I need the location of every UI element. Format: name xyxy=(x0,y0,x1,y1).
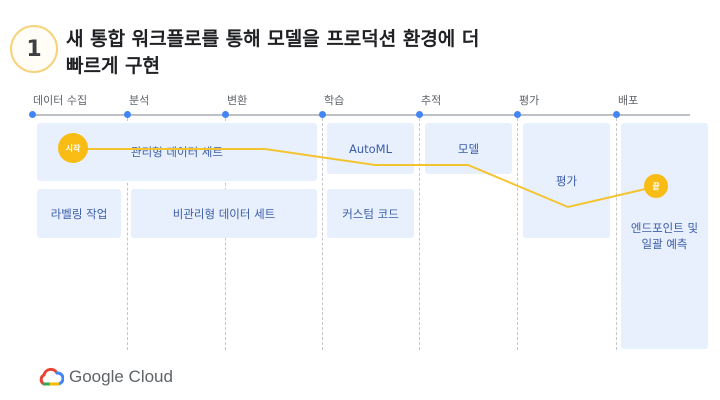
google-cloud-logo: Google Cloud xyxy=(38,364,173,390)
labeling-label: 라벨링 작업 xyxy=(50,206,108,221)
column-divider xyxy=(322,118,323,350)
column-divider xyxy=(517,118,518,350)
stage-label-evaluate: 평가 xyxy=(519,94,540,107)
start-marker-label: 시작 xyxy=(65,143,81,153)
page-title-line2: 빠르게 구현 xyxy=(66,55,161,77)
unmanaged-dataset-label: 비관리형 데이터 세트 xyxy=(172,206,276,221)
cloud-icon xyxy=(39,367,64,386)
start-marker: 시작 xyxy=(58,133,88,163)
endpoint-label-line2: 일괄 예측 xyxy=(641,237,688,251)
unmanaged-dataset-box: 비관리형 데이터 세트 xyxy=(131,189,317,238)
stage-timeline xyxy=(32,114,690,116)
labeling-box: 라벨링 작업 xyxy=(37,189,121,238)
model-label: 모델 xyxy=(457,141,480,156)
workflow-path-line xyxy=(72,148,655,209)
end-marker-label: 끝 xyxy=(652,181,660,191)
custom-code-label: 커스텀 코드 xyxy=(342,206,399,221)
stage-label-transform: 변환 xyxy=(227,94,248,107)
stage-label-train: 학습 xyxy=(324,94,345,107)
page-title: 새 통합 워크플로를 통해 모델을 프로덕션 환경에 더 빠르게 구현 xyxy=(66,26,586,80)
stage-label-track: 추적 xyxy=(421,94,442,107)
endpoint-box: 엔드포인트 및 일괄 예측 xyxy=(621,123,708,349)
evaluation-label: 평가 xyxy=(555,173,578,188)
stage-dot-track xyxy=(416,111,423,118)
stage-label-deploy: 배포 xyxy=(618,94,639,107)
column-divider xyxy=(127,118,128,350)
stage-dot-deploy xyxy=(613,111,620,118)
step-number: 1 xyxy=(26,36,42,62)
end-marker: 끝 xyxy=(644,174,668,198)
automl-label: AutoML xyxy=(348,141,393,156)
step-number-badge: 1 xyxy=(10,25,58,73)
stage-dot-evaluate xyxy=(514,111,521,118)
stage-label-analyze: 분석 xyxy=(129,94,150,107)
google-cloud-wordmark: Google Cloud xyxy=(69,367,173,386)
page-title-line1: 새 통합 워크플로를 통해 모델을 프로덕션 환경에 더 xyxy=(66,28,480,50)
endpoint-label-line1: 엔드포인트 및 xyxy=(630,221,699,235)
stage-dot-train xyxy=(319,111,326,118)
custom-code-box: 커스텀 코드 xyxy=(327,189,414,238)
evaluation-box: 평가 xyxy=(523,123,610,238)
stage-dot-transform xyxy=(222,111,229,118)
stage-label-collect: 데이터 수집 xyxy=(33,94,88,107)
stage-dot-analyze xyxy=(124,111,131,118)
stage-dot-collect xyxy=(29,111,36,118)
column-divider xyxy=(616,118,617,350)
automl-box: AutoML xyxy=(327,123,414,174)
column-divider xyxy=(419,118,420,350)
